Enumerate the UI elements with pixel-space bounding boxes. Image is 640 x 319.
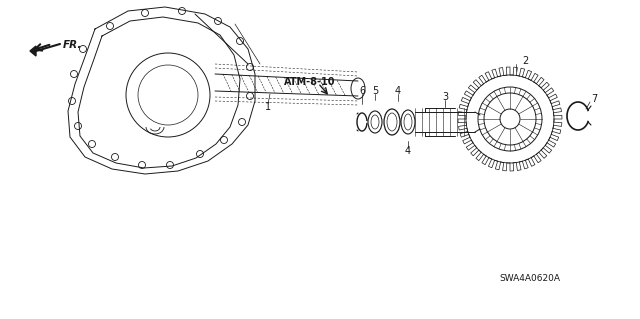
Text: FR.: FR. [63, 40, 83, 50]
Text: ATM-8-10: ATM-8-10 [284, 77, 336, 87]
Text: 7: 7 [591, 94, 597, 104]
Text: 4: 4 [405, 146, 411, 156]
Text: 1: 1 [265, 102, 271, 112]
Text: 6: 6 [359, 86, 365, 96]
Polygon shape [30, 46, 36, 56]
Text: SWA4A0620A: SWA4A0620A [499, 274, 561, 283]
Text: 2: 2 [522, 56, 528, 66]
Text: 3: 3 [442, 92, 448, 102]
Text: 4: 4 [395, 86, 401, 96]
Text: 5: 5 [372, 86, 378, 96]
